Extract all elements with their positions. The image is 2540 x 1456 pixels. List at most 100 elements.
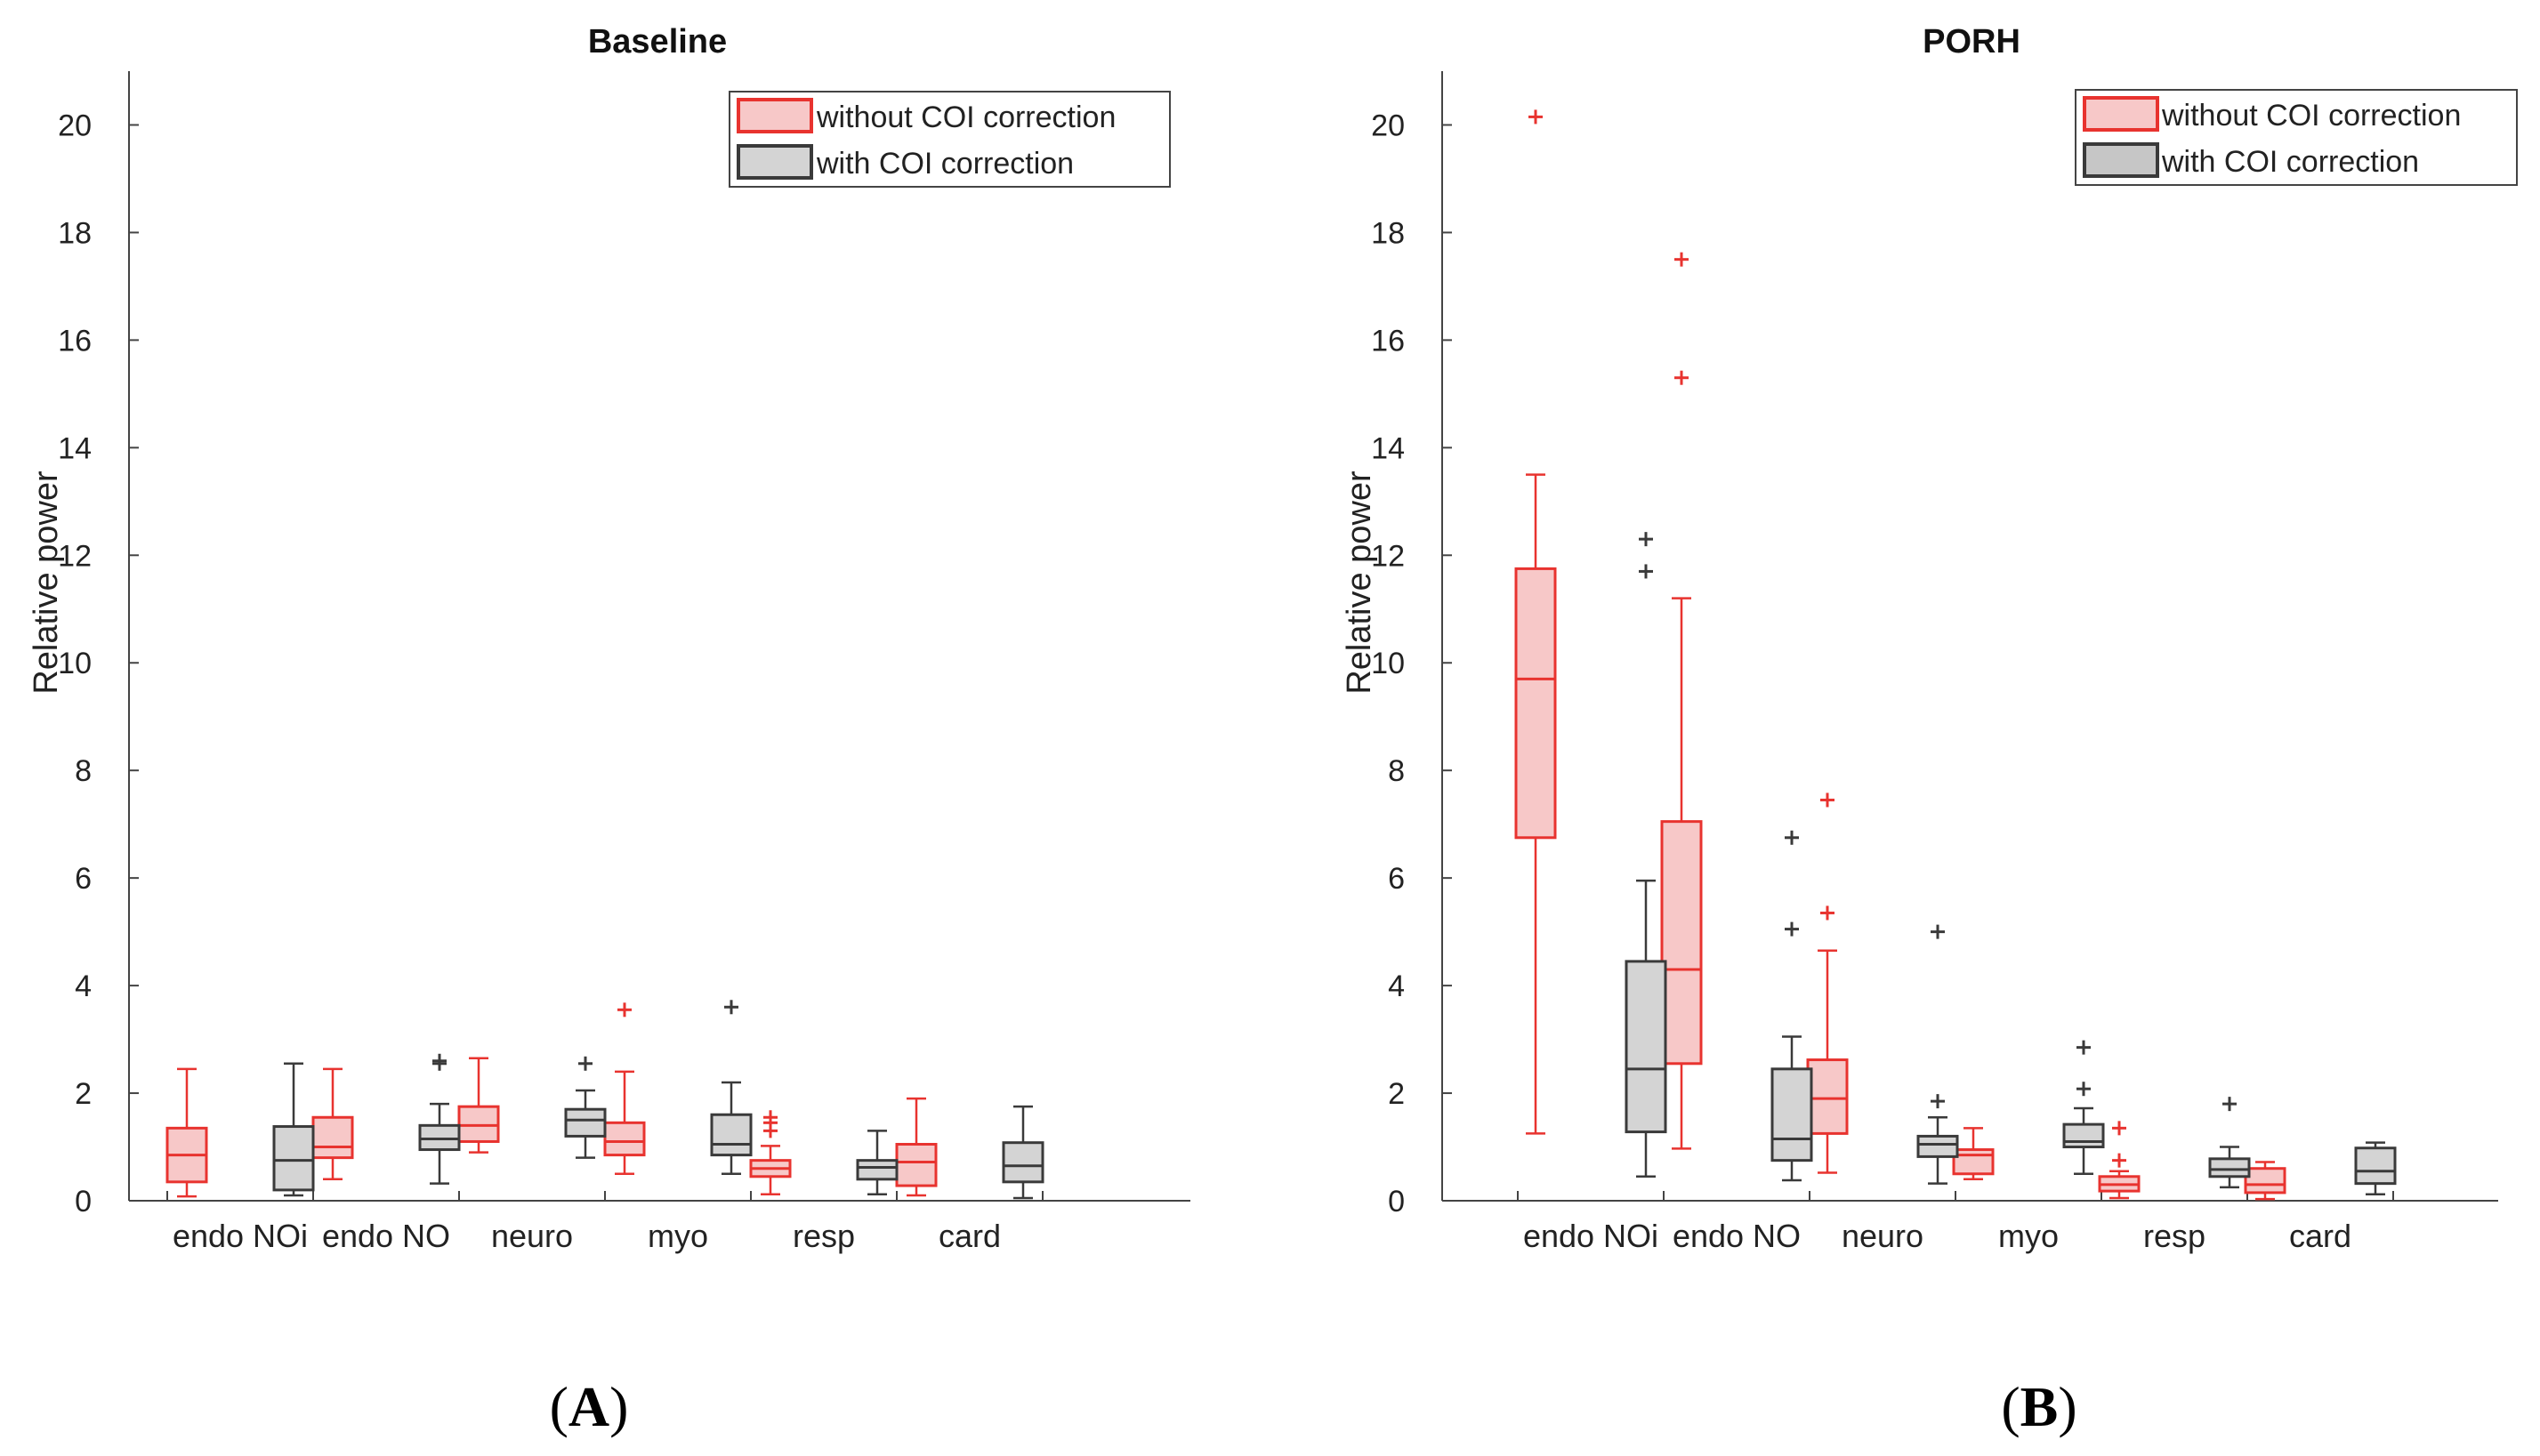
box-with-endo-noi — [1625, 532, 1667, 1178]
x-category-label: card — [2289, 1218, 2351, 1254]
outlier-marker — [1674, 252, 1689, 267]
box-without-myo — [1952, 1127, 1995, 1181]
box-iqr — [856, 1159, 899, 1181]
box-iqr — [1916, 1134, 1959, 1158]
legend-label-without: without COI correction — [2161, 99, 2461, 133]
legend-label-without: without COI correction — [816, 101, 1116, 134]
y-tick-label: 20 — [1371, 109, 1405, 142]
plot-area: 0 2 4 6 8 10 12 14 16 18 20 endo NOi endo NO neuro myo… — [1371, 71, 2498, 1254]
x-category-label: neuro — [491, 1218, 573, 1254]
box-without-neuro — [1806, 792, 1849, 1174]
y-tick-label: 2 — [1388, 1077, 1405, 1111]
box-iqr — [272, 1125, 315, 1192]
box-iqr — [2354, 1146, 2397, 1186]
box-with-neuro — [1916, 924, 1959, 1185]
box-iqr — [895, 1143, 938, 1187]
y-tick-label: 16 — [58, 324, 92, 358]
box-without-card — [2244, 1161, 2286, 1201]
box-with-card — [2354, 1141, 2397, 1195]
outlier-marker — [1528, 109, 1543, 125]
y-tick-label: 10 — [1371, 647, 1405, 680]
outlier-marker — [2112, 1153, 2126, 1168]
box-with-myo — [2062, 1040, 2105, 1176]
legend: without COI correction with COI correcti… — [729, 91, 1171, 188]
panel-title: Baseline — [588, 23, 727, 60]
box-without-endo-noi — [165, 1067, 208, 1198]
box-iqr — [2244, 1167, 2286, 1195]
x-category-label: endo NO — [1673, 1218, 1801, 1254]
x-category-label: endo NOi — [173, 1218, 308, 1254]
box-without-endo-no — [311, 1067, 354, 1181]
y-tick-label: 8 — [75, 754, 92, 788]
box-without-myo — [603, 1002, 646, 1176]
box-with-myo — [710, 1000, 753, 1176]
y-tick-label: 0 — [75, 1185, 92, 1219]
box-without-endo-no — [1660, 252, 1703, 1150]
y-tick-label: 4 — [1388, 969, 1405, 1003]
box-iqr — [418, 1123, 461, 1152]
outlier-marker — [1639, 564, 1653, 579]
outlier-marker — [2222, 1097, 2237, 1112]
panel-baseline: Baseline Relative power 0 2 4 6 8 10 12 14 16 18 2… — [28, 23, 1190, 1254]
panel-title: PORH — [1923, 23, 2020, 60]
y-tick-label: 12 — [58, 539, 92, 573]
y-axis-label: Relative power — [1341, 471, 1378, 695]
outlier-marker — [2112, 1121, 2126, 1136]
box-iqr — [564, 1107, 607, 1138]
box-with-card — [1002, 1105, 1044, 1200]
y-tick-label: 16 — [1371, 324, 1405, 358]
legend-label-with: with COI correction — [816, 147, 1074, 181]
outlier-marker — [1639, 532, 1653, 547]
box-iqr — [1806, 1058, 1849, 1135]
box-iqr — [1770, 1067, 1813, 1162]
x-category-label: neuro — [1842, 1218, 1923, 1254]
legend-swatch-without — [737, 98, 813, 133]
box-with-resp — [2208, 1097, 2251, 1189]
y-tick-label: 12 — [1371, 539, 1405, 573]
box-with-endo-noi — [272, 1062, 315, 1197]
box-iqr — [1625, 960, 1667, 1134]
y-tick-label: 20 — [58, 109, 92, 142]
box-iqr — [1660, 820, 1703, 1066]
y-tick-label: 14 — [1371, 431, 1405, 465]
box-iqr — [457, 1105, 500, 1143]
x-category-label: endo NO — [322, 1218, 450, 1254]
box-without-card — [895, 1097, 938, 1197]
x-category-label: resp — [793, 1218, 855, 1254]
legend-label-with: with COI correction — [2161, 145, 2419, 179]
y-tick-label: 18 — [58, 216, 92, 250]
y-tick-label: 8 — [1388, 754, 1405, 788]
y-tick-label: 18 — [1371, 216, 1405, 250]
outlier-marker — [1785, 921, 1799, 937]
y-tick-label: 0 — [1388, 1185, 1405, 1219]
outlier-marker — [1820, 792, 1834, 808]
outlier-marker — [1820, 905, 1834, 921]
outlier-marker — [1785, 830, 1799, 845]
box-iqr — [1514, 567, 1557, 840]
box-iqr — [1952, 1148, 1995, 1176]
box-without-resp — [2098, 1121, 2141, 1200]
box-without-neuro — [457, 1057, 500, 1154]
box-with-resp — [856, 1130, 899, 1195]
box-with-endo-no — [1770, 830, 1813, 1182]
x-category-label: resp — [2143, 1218, 2205, 1254]
y-tick-label: 6 — [75, 862, 92, 896]
box-iqr — [710, 1113, 753, 1157]
plot-area: 0 2 4 6 8 10 12 14 16 18 20 endo NOi endo NO neuro myo… — [58, 71, 1190, 1254]
outlier-marker — [1931, 924, 1945, 939]
x-category-label: card — [939, 1218, 1001, 1254]
y-tick-label: 2 — [75, 1077, 92, 1111]
box-without-endo-noi — [1514, 109, 1557, 1135]
legend-swatch-without — [2083, 96, 2159, 132]
box-iqr — [603, 1121, 646, 1157]
x-category-label: endo NOi — [1523, 1218, 1658, 1254]
legend-swatch-with — [737, 144, 813, 180]
x-category-label: myo — [1998, 1218, 2059, 1254]
outlier-marker — [1931, 1094, 1945, 1109]
outlier-marker — [578, 1056, 593, 1071]
box-iqr — [1002, 1141, 1044, 1184]
legend-swatch-with — [2083, 142, 2159, 178]
box-with-neuro — [564, 1056, 607, 1159]
box-iqr — [311, 1115, 354, 1160]
